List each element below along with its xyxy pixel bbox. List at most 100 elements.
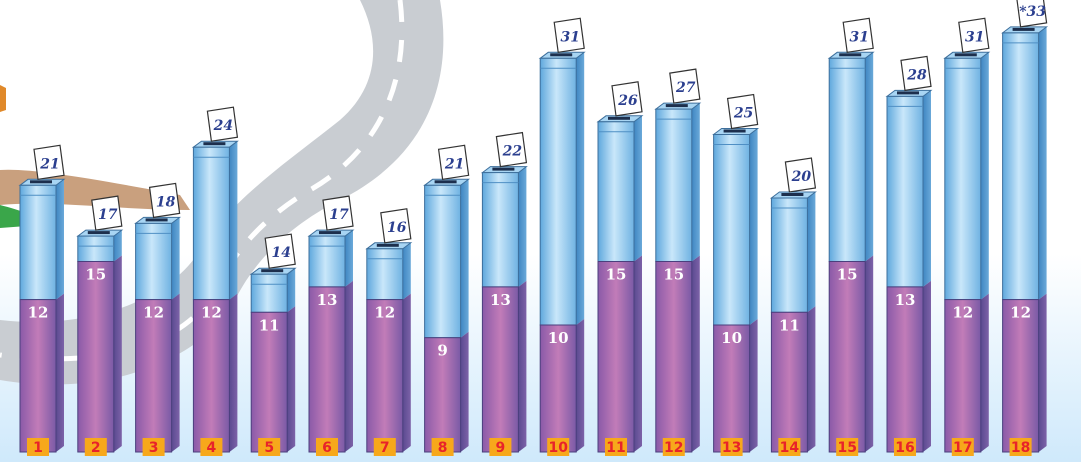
bar-slot [897, 91, 919, 95]
bar-slot [376, 243, 399, 247]
bar-side-upper [287, 268, 296, 313]
category-badge [778, 438, 801, 456]
bar-upper-segment [713, 134, 751, 326]
category-label: 14 [780, 440, 800, 456]
bar-total-label: 17 [329, 207, 349, 223]
category-label: 4 [207, 440, 217, 456]
bar-upper-segment [366, 248, 404, 301]
bar-lower-segment [655, 261, 693, 453]
bar-lower-label: 12 [374, 304, 395, 322]
total-ticket [726, 93, 759, 130]
category-badge [84, 438, 107, 456]
bar-side-lower [229, 293, 238, 452]
bar-side-upper [402, 242, 411, 300]
bar-lower-label: 15 [606, 266, 627, 284]
bar-slot [1012, 27, 1035, 31]
category-badge [142, 438, 165, 456]
bar-side-lower [691, 255, 700, 452]
bar-lower-label: 13 [317, 291, 338, 309]
bar-17: 12 31 17 [943, 17, 991, 456]
category-label: 17 [953, 440, 972, 456]
bar-total-label: 21 [444, 156, 464, 172]
bar-side-upper [576, 52, 585, 326]
bar-upper-segment [539, 57, 577, 326]
bar-side-upper [460, 179, 469, 338]
category-badge [547, 438, 570, 456]
bar-lower-label: 13 [895, 291, 916, 309]
bar-total-label: 26 [617, 93, 638, 109]
bar-upper-segment [655, 108, 693, 262]
category-label: 9 [496, 440, 506, 456]
bar-side-upper [691, 103, 700, 262]
category-label: 2 [91, 440, 101, 456]
bar-lower-label: 12 [201, 304, 222, 322]
bar-slot [261, 269, 284, 273]
bar-side-upper [518, 166, 527, 287]
bar-lower-label: 9 [437, 342, 447, 360]
category-badge [489, 438, 512, 456]
bar-side-upper [634, 115, 642, 262]
bar-slot [665, 104, 688, 108]
bar-4: 12 24 4 [191, 106, 239, 456]
bar-total-label: 21 [39, 156, 59, 172]
bar-side-upper [923, 90, 931, 287]
bar-slot [839, 53, 862, 57]
bar-slot [608, 116, 630, 120]
bar-side-lower [518, 280, 527, 452]
total-ticket [611, 81, 643, 117]
bar-slot [434, 180, 457, 184]
bar-lower-label: 13 [490, 291, 511, 309]
bar-lower-segment [366, 299, 404, 453]
bar-slot [492, 167, 515, 171]
category-label: 3 [149, 440, 159, 456]
bar-2: 15 17 2 [76, 195, 124, 456]
bar-side-upper [56, 179, 64, 300]
category-badge [720, 438, 743, 456]
bar-total-label: 22 [502, 144, 523, 160]
bar-upper-segment [135, 222, 173, 301]
bar-slot [145, 218, 168, 222]
bar-side-upper [345, 230, 353, 287]
total-ticket [842, 17, 874, 53]
bar-6: 13 17 6 [307, 195, 355, 456]
bar-14: 11 20 14 [769, 157, 817, 456]
total-ticket [91, 195, 123, 231]
category-label: 18 [1011, 440, 1030, 456]
bar-lower-segment [1002, 299, 1040, 453]
bar-12: 15 27 12 [654, 68, 702, 456]
orange-decoration [0, 85, 6, 112]
bar-lower-segment [308, 286, 346, 453]
category-label: 5 [264, 440, 274, 456]
bar-total-label: 17 [98, 207, 118, 223]
bar-side-upper [807, 192, 816, 313]
bar-upper-segment [250, 273, 288, 313]
bar-side-lower [171, 293, 180, 452]
category-badge [836, 438, 859, 456]
bar-total-label: 20 [791, 169, 812, 185]
bar-lower-segment [19, 299, 57, 453]
category-badge [373, 438, 396, 456]
bar-lower-label: 12 [1010, 304, 1031, 322]
bar-upper-segment [192, 146, 230, 301]
bar-lower-segment [135, 299, 173, 453]
bar-lower-label: 10 [548, 329, 569, 347]
bar-side-upper [980, 52, 989, 300]
bar-side-lower [345, 280, 353, 452]
bar-side-lower [980, 293, 989, 452]
total-ticket [322, 195, 354, 231]
category-label: 16 [895, 440, 914, 456]
bar-upper-segment [19, 184, 57, 301]
bar-side-upper [171, 217, 180, 300]
bar-upper-segment [424, 184, 462, 339]
bar-lower-label: 10 [721, 329, 742, 347]
bar-slot [319, 231, 341, 235]
bar-side-lower [460, 331, 469, 452]
category-label: 6 [322, 440, 332, 456]
bar-lower-label: 12 [28, 304, 49, 322]
bar-side-upper [749, 128, 758, 325]
bar-upper-segment [1002, 32, 1040, 301]
bar-slot [550, 53, 573, 57]
bar-side-lower [923, 280, 931, 452]
bar-side-lower [749, 319, 758, 452]
